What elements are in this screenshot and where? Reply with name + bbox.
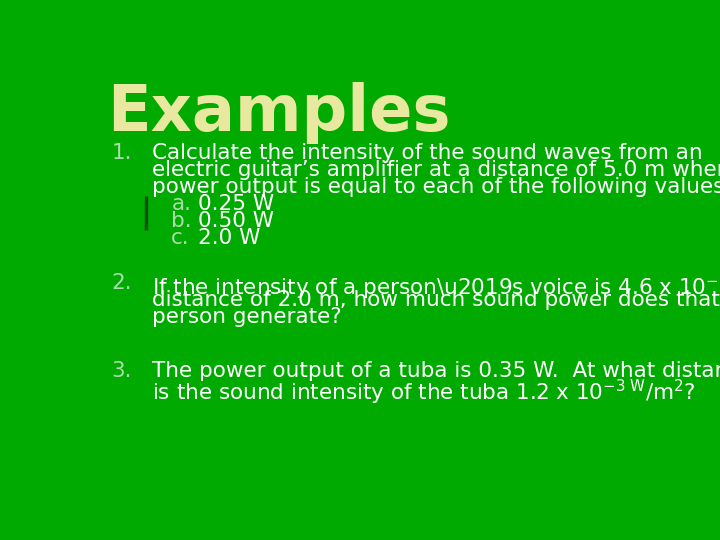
Text: electric guitar’s amplifier at a distance of 5.0 m when its: electric guitar’s amplifier at a distanc… [152,160,720,180]
Text: b.: b. [171,211,192,231]
Text: 2.: 2. [112,273,132,293]
Text: c.: c. [171,228,190,248]
Text: is the sound intensity of the tuba 1.2 x 10$^{-3\ \mathsf{W}}$/m$^2$?: is the sound intensity of the tuba 1.2 x… [152,378,696,407]
Text: power output is equal to each of the following values:: power output is equal to each of the fol… [152,177,720,197]
Text: distance of 2.0 m, how much sound power does that: distance of 2.0 m, how much sound power … [152,289,720,309]
Text: a.: a. [171,194,192,214]
Text: 2.0 W: 2.0 W [199,228,261,248]
Text: 0.25 W: 0.25 W [199,194,274,214]
Text: 1.: 1. [112,143,132,163]
Text: Calculate the intensity of the sound waves from an: Calculate the intensity of the sound wav… [152,143,703,163]
Text: person generate?: person generate? [152,307,341,327]
Text: If the intensity of a person\u2019s voice is 4.6 x 10$^{-7\ \mathsf{W}}$/m$^2$ a: If the intensity of a person\u2019s voic… [152,273,720,302]
Text: Examples: Examples [107,82,451,144]
Text: The power output of a tuba is 0.35 W.  At what distance: The power output of a tuba is 0.35 W. At… [152,361,720,381]
Text: 3.: 3. [112,361,132,381]
Text: 0.50 W: 0.50 W [199,211,274,231]
